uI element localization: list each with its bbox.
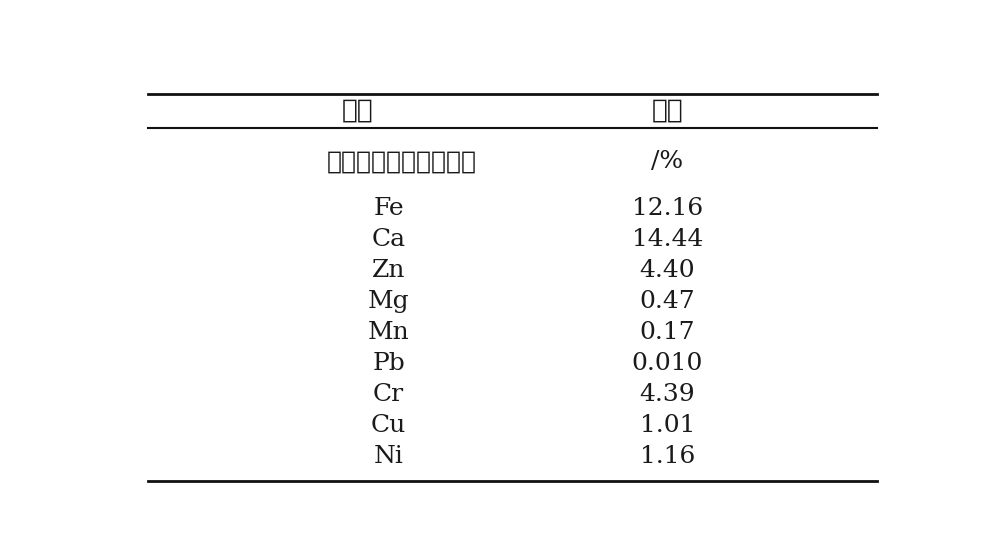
Text: 项目: 项目 <box>342 98 373 124</box>
Text: Zn: Zn <box>372 259 405 282</box>
Text: 1.01: 1.01 <box>640 415 695 437</box>
Text: Ni: Ni <box>374 445 403 468</box>
Text: 0.47: 0.47 <box>640 290 695 313</box>
Text: Pb: Pb <box>372 352 405 375</box>
Text: Cr: Cr <box>373 383 404 406</box>
Text: Fe: Fe <box>373 197 404 220</box>
Text: Ca: Ca <box>371 228 406 251</box>
Text: /%: /% <box>651 150 684 173</box>
Text: 样品: 样品 <box>652 98 683 124</box>
Text: Mg: Mg <box>368 290 409 313</box>
Text: Mn: Mn <box>368 321 409 344</box>
Text: 电镀污泥干基成分分析: 电镀污泥干基成分分析 <box>326 150 477 174</box>
Text: 14.44: 14.44 <box>632 228 703 251</box>
Text: 12.16: 12.16 <box>632 197 703 220</box>
Text: 1.16: 1.16 <box>640 445 695 468</box>
Text: 0.010: 0.010 <box>632 352 703 375</box>
Text: 4.39: 4.39 <box>640 383 695 406</box>
Text: Cu: Cu <box>371 415 406 437</box>
Text: 4.40: 4.40 <box>640 259 695 282</box>
Text: 0.17: 0.17 <box>640 321 695 344</box>
